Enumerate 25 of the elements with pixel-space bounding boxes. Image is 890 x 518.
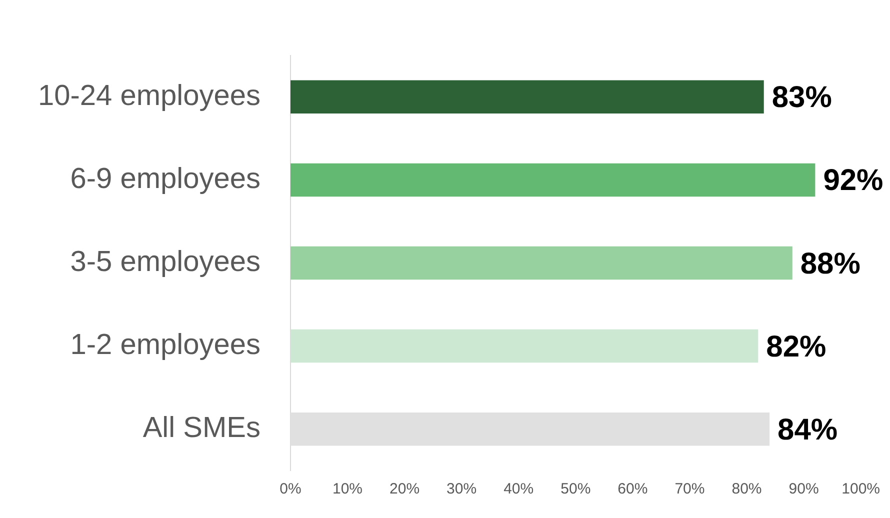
y-tick-label: 6-9 employees: [70, 162, 260, 195]
x-tick-label: 0%: [280, 480, 302, 498]
bar: [290, 246, 792, 280]
data-label: 84%: [778, 413, 838, 446]
x-tick-label: 30%: [446, 480, 477, 498]
x-tick-label: 100%: [842, 480, 880, 498]
x-tick-label: 70%: [674, 480, 705, 498]
data-label: 92%: [823, 164, 884, 198]
y-tick-label: 10-24 employees: [38, 80, 260, 112]
x-tick-label: 50%: [560, 480, 591, 498]
x-tick-label: 60%: [618, 480, 648, 498]
bar: [290, 80, 764, 114]
y-tick-label: 1-2 employees: [70, 329, 260, 362]
data-label: 83%: [772, 81, 832, 114]
y-tick-label: All SMEs: [142, 412, 260, 444]
y-tick-label: 3-5 employees: [70, 246, 260, 278]
bar: [290, 163, 816, 197]
x-tick-label: 80%: [732, 480, 762, 498]
data-label: 82%: [766, 330, 826, 364]
x-tick-label: 20%: [390, 480, 420, 498]
bar: [290, 329, 758, 363]
data-label: 88%: [800, 247, 860, 280]
x-tick-label: 10%: [332, 480, 363, 498]
x-tick-label: 90%: [788, 480, 819, 498]
x-tick-label: 40%: [504, 480, 534, 498]
